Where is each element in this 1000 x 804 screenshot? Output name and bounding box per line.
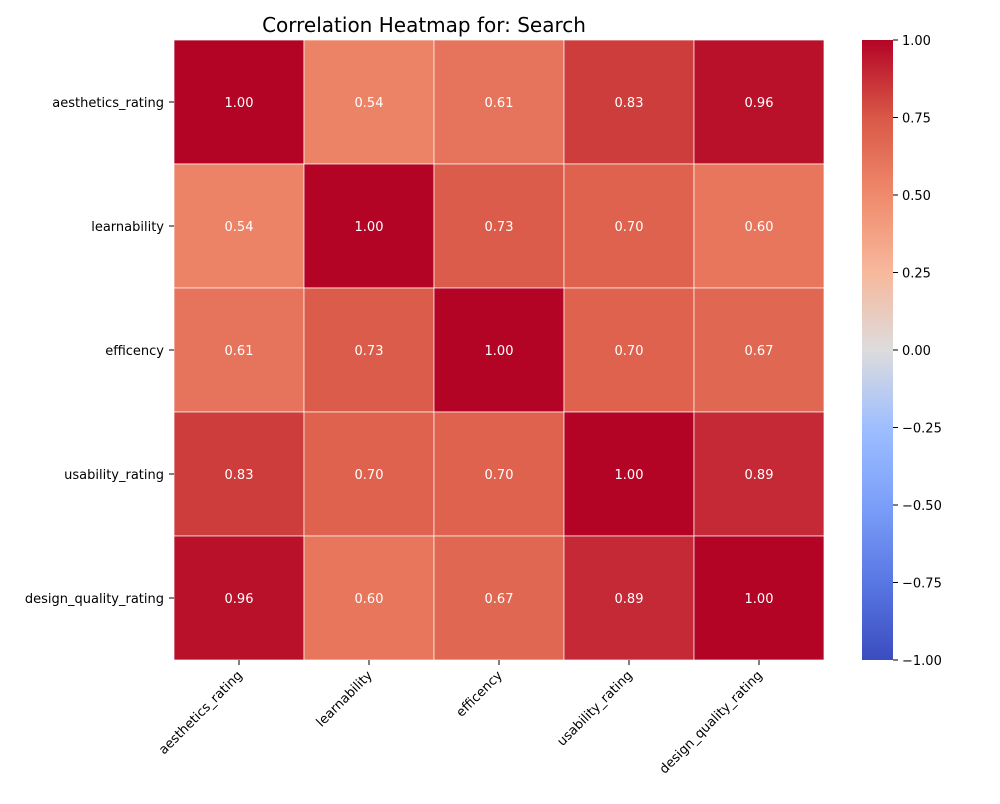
cell-value-label-4-1: 0.60 <box>355 592 384 607</box>
cell-value-label-3-2: 0.70 <box>485 468 514 483</box>
cell-value-label-0-1: 0.54 <box>355 96 384 111</box>
heatmap-cell-0-0 <box>173 39 305 165</box>
colorbar-tick-label-4: 0.00 <box>902 344 931 359</box>
y-tick-label-4: design_quality_rating <box>25 592 164 607</box>
colorbar-tick-label-3: 0.25 <box>902 267 931 282</box>
cell-value-label-2-2: 1.00 <box>485 344 514 359</box>
cell-value-label-1-3: 0.70 <box>615 220 644 235</box>
cell-value-label-3-3: 1.00 <box>615 468 644 483</box>
heatmap-cell-1-0 <box>173 163 305 289</box>
y-tick-label-2: efficency <box>105 344 164 359</box>
cell-value-label-4-4: 1.00 <box>745 592 774 607</box>
cell-value-label-1-0: 0.54 <box>225 220 254 235</box>
colorbar: 1.00 0.75 0.50 0.25 0.00 −0.25 −0.50 −0.75 −1.00 <box>862 34 942 669</box>
cell-value-label-2-1: 0.73 <box>355 344 384 359</box>
y-tick-label-3: usability_rating <box>64 468 164 483</box>
x-tick-label-1: learnability <box>314 668 376 730</box>
heatmap-cell-1-2 <box>433 163 565 289</box>
y-axis: aesthetics_rating learnability efficency us… <box>25 96 174 607</box>
cell-value-label-4-0: 0.96 <box>225 592 254 607</box>
cell-value-label-1-1: 1.00 <box>355 220 384 235</box>
colorbar-tick-label-5: −0.25 <box>902 422 942 437</box>
cell-value-label-3-4: 0.89 <box>745 468 774 483</box>
colorbar-gradient <box>862 40 893 660</box>
cell-value-label-2-4: 0.67 <box>745 344 774 359</box>
cell-value-label-3-1: 0.70 <box>355 468 384 483</box>
x-tick-label-4: design_quality_rating <box>657 668 766 777</box>
colorbar-tick-label-0: 1.00 <box>902 34 931 49</box>
x-axis: aesthetics_rating learnability efficency us… <box>156 660 766 777</box>
heatmap-cell-1-1 <box>303 163 435 289</box>
colorbar-tick-label-7: −0.75 <box>902 577 942 592</box>
heatmap-cell-3-2 <box>433 411 565 537</box>
cell-value-label-1-2: 0.73 <box>485 220 514 235</box>
heatmap-cell-2-4 <box>693 287 825 413</box>
cell-value-label-0-4: 0.96 <box>745 96 774 111</box>
heatmap-cell-2-3 <box>563 287 695 413</box>
cell-value-label-0-2: 0.61 <box>485 96 514 111</box>
heatmap-cell-4-0 <box>173 535 305 661</box>
chart-title: Correlation Heatmap for: Search <box>262 13 586 37</box>
colorbar-tick-label-1: 0.75 <box>902 112 931 127</box>
cell-value-label-2-3: 0.70 <box>615 344 644 359</box>
heatmap-cell-0-4 <box>693 39 825 165</box>
cell-value-label-0-0: 1.00 <box>225 96 254 111</box>
heatmap-cell-0-1 <box>303 39 435 165</box>
cell-value-label-0-3: 0.83 <box>615 96 644 111</box>
y-tick-label-0: aesthetics_rating <box>52 96 164 111</box>
heatmap-cell-0-3 <box>563 39 695 165</box>
x-tick-label-2: efficency <box>454 668 506 720</box>
heatmap-cell-0-2 <box>433 39 565 165</box>
x-tick-label-3: usability_rating <box>555 668 636 749</box>
heatmap-cell-3-3 <box>563 411 695 537</box>
heatmap-cell-2-2 <box>433 287 565 413</box>
heatmap-cell-4-1 <box>303 535 435 661</box>
heatmap-cell-3-4 <box>693 411 825 537</box>
heatmap-cell-1-4 <box>693 163 825 289</box>
colorbar-tick-label-2: 0.50 <box>902 189 931 204</box>
heatmap-cell-4-2 <box>433 535 565 661</box>
heatmap-cell-4-4 <box>693 535 825 661</box>
cell-value-label-3-0: 0.83 <box>225 468 254 483</box>
heatmap-cell-2-1 <box>303 287 435 413</box>
cell-value-label-2-0: 0.61 <box>225 344 254 359</box>
x-tick-label-0: aesthetics_rating <box>156 668 246 758</box>
cell-value-label-4-2: 0.67 <box>485 592 514 607</box>
heatmap-cells <box>173 39 825 661</box>
y-tick-label-1: learnability <box>91 220 164 235</box>
colorbar-tick-label-6: −0.50 <box>902 499 942 514</box>
cell-value-label-1-4: 0.60 <box>745 220 774 235</box>
heatmap-cell-labels: 1.00 0.54 0.61 0.83 0.96 0.54 1.00 0.73 0.70 0.60… <box>225 96 774 607</box>
colorbar-tick-label-8: −1.00 <box>902 654 942 669</box>
cell-value-label-4-3: 0.89 <box>615 592 644 607</box>
heatmap-cell-3-1 <box>303 411 435 537</box>
